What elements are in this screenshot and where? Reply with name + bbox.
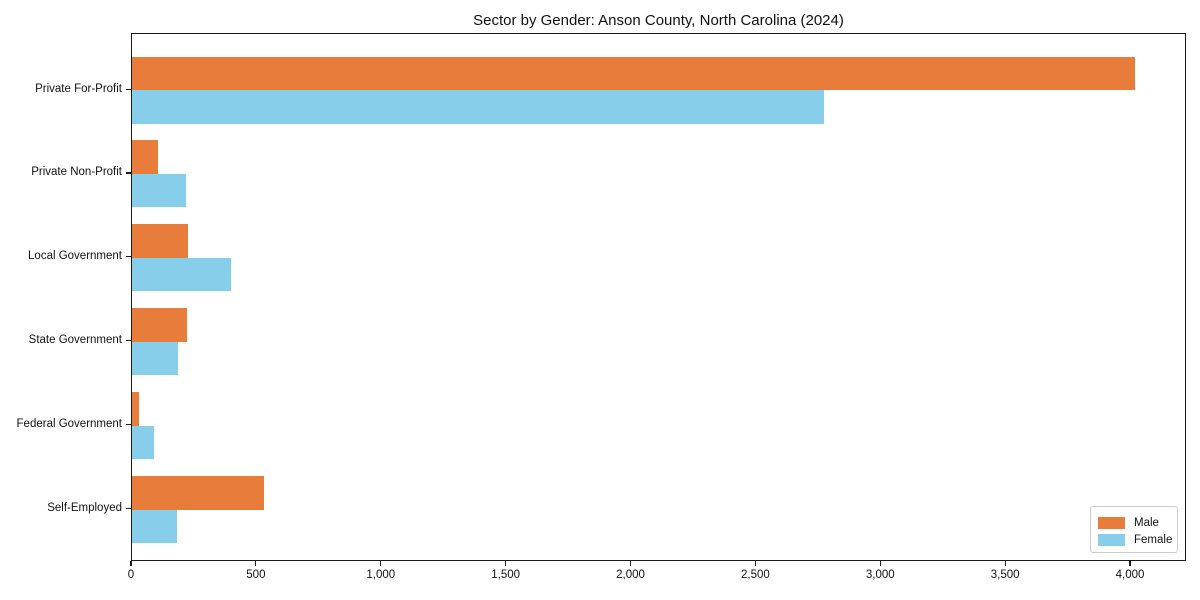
chart-title: Sector by Gender: Anson County, North Ca… bbox=[473, 12, 844, 29]
x-tick-label-1000: 1,000 bbox=[366, 569, 396, 581]
y-tick-mark bbox=[126, 88, 131, 90]
x-tick-label-1500: 1,500 bbox=[491, 569, 521, 581]
y-tick-label-self-employed: Self-Employed bbox=[47, 502, 122, 514]
legend-label-male: Male bbox=[1134, 516, 1159, 529]
bar-female-private-for-profit bbox=[132, 90, 824, 124]
bar-male-federal-government bbox=[132, 392, 139, 426]
x-tick-label-4000: 4,000 bbox=[1115, 569, 1145, 581]
bar-female-self-employed bbox=[132, 509, 177, 543]
y-tick-mark bbox=[126, 340, 131, 342]
y-tick-mark bbox=[126, 424, 131, 426]
x-tick-mark bbox=[1004, 561, 1006, 566]
y-tick-mark bbox=[126, 172, 131, 174]
y-tick-label-private-for-profit: Private For-Profit bbox=[35, 82, 122, 95]
legend-swatch-female bbox=[1098, 533, 1125, 546]
x-tick-mark bbox=[629, 561, 632, 566]
y-tick-mark bbox=[126, 508, 131, 510]
bar-female-state-government bbox=[132, 341, 178, 376]
x-tick-label-3000: 3,000 bbox=[865, 569, 895, 581]
bar-male-state-government bbox=[132, 308, 187, 342]
y-tick-mark bbox=[126, 256, 131, 258]
x-tick-mark bbox=[255, 561, 257, 566]
bar-male-local-government bbox=[132, 224, 188, 258]
x-tick-mark bbox=[754, 561, 756, 566]
x-tick-label-3500: 3,500 bbox=[990, 569, 1020, 581]
plot-area bbox=[131, 33, 1186, 561]
x-tick-mark bbox=[130, 561, 132, 566]
bar-male-private-for-profit bbox=[132, 56, 1135, 90]
x-tick-mark bbox=[505, 561, 507, 566]
bar-male-self-employed bbox=[132, 476, 264, 510]
legend-swatch-male bbox=[1098, 516, 1125, 529]
bar-male-private-non-profit bbox=[132, 140, 158, 174]
y-tick-label-federal-government: Federal Government bbox=[16, 418, 122, 431]
x-tick-label-500: 500 bbox=[246, 569, 266, 581]
legend: Male Female bbox=[1090, 506, 1178, 553]
legend-entry-male: Male bbox=[1098, 514, 1177, 531]
x-tick-label-2500: 2,500 bbox=[741, 569, 770, 581]
y-tick-label-private-non-profit: Private Non-Profit bbox=[31, 166, 122, 179]
bar-female-private-non-profit bbox=[132, 173, 186, 208]
y-tick-label-state-government: State Government bbox=[28, 334, 122, 347]
bar-female-local-government bbox=[132, 257, 231, 292]
legend-entry-female: Female bbox=[1098, 531, 1177, 548]
x-tick-label-0: 0 bbox=[127, 569, 135, 581]
x-tick-mark bbox=[1129, 561, 1131, 566]
x-tick-mark bbox=[879, 561, 881, 566]
x-tick-label-2000: 2,000 bbox=[616, 569, 645, 581]
legend-label-female: Female bbox=[1134, 533, 1173, 546]
bar-female-federal-government bbox=[132, 425, 154, 460]
x-tick-mark bbox=[380, 561, 382, 566]
y-tick-label-local-government: Local Government bbox=[28, 250, 122, 263]
